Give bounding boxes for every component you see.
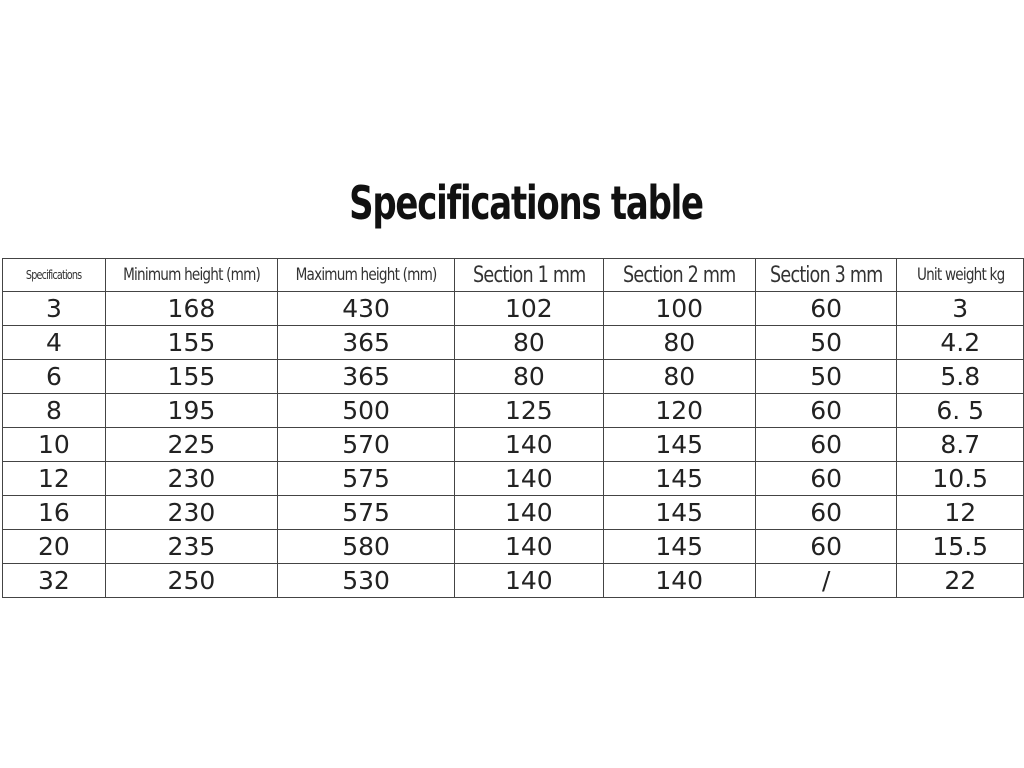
column-header: Section 3 mm bbox=[754, 258, 898, 292]
column-header: Section 1 mm bbox=[454, 258, 604, 292]
table-cell: 4.2 bbox=[896, 325, 1024, 360]
table-cell: 500 bbox=[276, 393, 456, 428]
table-cell: 145 bbox=[602, 461, 756, 496]
table-cell: 12 bbox=[896, 495, 1024, 530]
table-cell: 250 bbox=[104, 563, 279, 598]
table-cell: 230 bbox=[104, 495, 279, 530]
table-cell: 60 bbox=[754, 427, 898, 462]
table-cell: 32 bbox=[2, 563, 106, 598]
table-row: 6 155 365 80 80 50 5.8 bbox=[2, 359, 1024, 394]
table-cell: 80 bbox=[602, 325, 756, 360]
table-cell: 102 bbox=[454, 291, 604, 326]
column-header-label: Section 1 mm bbox=[472, 262, 586, 288]
table-cell: 10 bbox=[2, 427, 106, 462]
column-header: Section 2 mm bbox=[602, 258, 756, 292]
table-cell: 15.5 bbox=[896, 529, 1024, 564]
table-cell: 125 bbox=[454, 393, 604, 428]
table-row: 16 230 575 140 145 60 12 bbox=[2, 495, 1024, 530]
table-cell: 365 bbox=[276, 325, 456, 360]
table-cell: 22 bbox=[896, 563, 1024, 598]
page-title: Specifications table bbox=[349, 176, 704, 230]
table-cell: 570 bbox=[276, 427, 456, 462]
column-header-label: Minimum height (mm) bbox=[122, 265, 261, 285]
table-cell: 145 bbox=[602, 529, 756, 564]
column-header: Maximum height (mm) bbox=[276, 258, 456, 292]
column-header-label: Unit weight kg bbox=[916, 265, 1004, 285]
column-header: Specifications bbox=[2, 258, 106, 292]
table-row: 32 250 530 140 140/22 bbox=[2, 563, 1024, 598]
column-header-label: Section 3 mm bbox=[769, 262, 883, 288]
table-cell: 3 bbox=[896, 291, 1024, 326]
table-cell: 145 bbox=[602, 427, 756, 462]
table-cell: 3 bbox=[2, 291, 106, 326]
table-cell: 575 bbox=[276, 461, 456, 496]
table-cell: 140 bbox=[602, 563, 756, 598]
table-cell: 168 bbox=[104, 291, 279, 326]
table-cell: 60 bbox=[754, 529, 898, 564]
table-cell: 145 bbox=[602, 495, 756, 530]
header-row: Specifications Minimum height (mm) Maximum… bbox=[2, 258, 1024, 292]
table-row: 4 155 365 80 80 50 4.2 bbox=[2, 325, 1024, 360]
table-cell: 140 bbox=[454, 427, 604, 462]
table-cell: 430 bbox=[276, 291, 456, 326]
table-cell: 155 bbox=[104, 325, 279, 360]
table-cell: 60 bbox=[754, 495, 898, 530]
table-cell: 80 bbox=[602, 359, 756, 394]
table-cell: 155 bbox=[104, 359, 279, 394]
table-cell: 20 bbox=[2, 529, 106, 564]
column-header: Minimum height (mm) bbox=[104, 258, 279, 292]
table-cell: 80 bbox=[454, 325, 604, 360]
table-cell: 4 bbox=[2, 325, 106, 360]
table-cell: 225 bbox=[104, 427, 279, 462]
table-cell: 100 bbox=[602, 291, 756, 326]
table-cell: 60 bbox=[754, 461, 898, 496]
column-header-label: Maximum height (mm) bbox=[295, 265, 438, 285]
table-cell: 230 bbox=[104, 461, 279, 496]
column-header-label: Section 2 mm bbox=[622, 262, 736, 288]
table-cell: 8 bbox=[2, 393, 106, 428]
table-cell: 530 bbox=[276, 563, 456, 598]
table-cell: 580 bbox=[276, 529, 456, 564]
table-cell: 60 bbox=[754, 393, 898, 428]
table-cell: 12 bbox=[2, 461, 106, 496]
table-row: 8 195 500 125 120 60 6. 5 bbox=[2, 393, 1024, 428]
table-row: 20 235 580 140 145 60 15.5 bbox=[2, 529, 1024, 564]
column-header-label: Specifications bbox=[26, 268, 82, 282]
table-row: 12 230 575 140 145 60 10.5 bbox=[2, 461, 1024, 496]
table-cell: 365 bbox=[276, 359, 456, 394]
table-cell: 16 bbox=[2, 495, 106, 530]
table-cell: 8.7 bbox=[896, 427, 1024, 462]
table-cell: 140 bbox=[454, 563, 604, 598]
table-cell: 60 bbox=[754, 291, 898, 326]
table-cell: 235 bbox=[104, 529, 279, 564]
table-cell: 140 bbox=[454, 529, 604, 564]
table-cell: 6 bbox=[2, 359, 106, 394]
table-cell: 195 bbox=[104, 393, 279, 428]
table-cell: 575 bbox=[276, 495, 456, 530]
table-cell: 140 bbox=[454, 495, 604, 530]
table-cell: 6. 5 bbox=[896, 393, 1024, 428]
table-cell: 120 bbox=[602, 393, 756, 428]
table-cell: 140 bbox=[454, 461, 604, 496]
specifications-table: Specifications Minimum height (mm) Maximum… bbox=[2, 258, 1024, 598]
table-cell: 80 bbox=[454, 359, 604, 394]
table-cell: 50 bbox=[754, 359, 898, 394]
table-cell: / bbox=[754, 563, 898, 598]
column-header: Unit weight kg bbox=[896, 258, 1024, 292]
table-cell: 10.5 bbox=[896, 461, 1024, 496]
table-row: 3 168 430 102 100 60 3 bbox=[2, 291, 1024, 326]
table-row: 10 225 570 140 145 60 8.7 bbox=[2, 427, 1024, 462]
table-cell: 50 bbox=[754, 325, 898, 360]
table-cell: 5.8 bbox=[896, 359, 1024, 394]
